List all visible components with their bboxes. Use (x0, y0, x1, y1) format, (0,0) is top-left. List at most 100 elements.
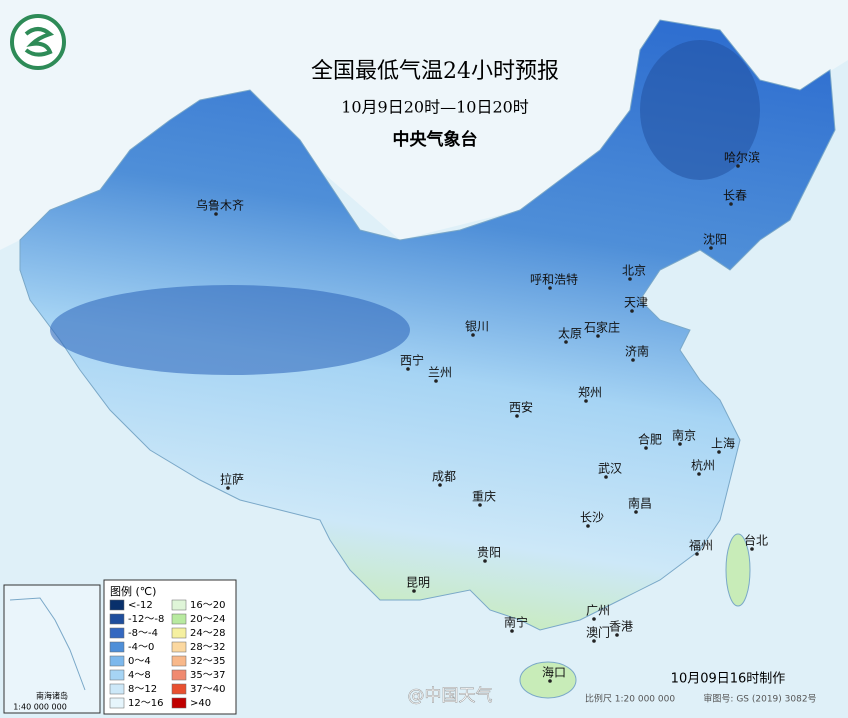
land-neighbors (0, 0, 848, 250)
legend-label: 0～4 (128, 656, 151, 667)
city-label: 南宁 (504, 615, 528, 630)
legend-frame (103, 579, 237, 715)
legend-label: 4～8 (128, 670, 151, 681)
city-label: 武汉 (598, 462, 622, 476)
city-dot (717, 450, 721, 454)
city-label: 贵阳 (477, 546, 501, 560)
inset-title: 南海诸岛 (36, 691, 68, 701)
city-dot (478, 503, 482, 507)
legend-swatch (171, 641, 187, 653)
city-label: 拉萨 (220, 472, 244, 487)
logo-mark (24, 27, 55, 57)
legend-swatch (109, 613, 125, 625)
city-dot (644, 446, 648, 450)
city-label: 重庆 (472, 490, 496, 504)
city-label: 郑州 (578, 385, 602, 400)
city-dot (592, 639, 596, 643)
legend-swatch (109, 599, 125, 611)
city-dot (634, 510, 638, 514)
legend-label: 32～35 (190, 656, 225, 667)
city-label: 长春 (723, 189, 747, 203)
legend-label: 24～28 (190, 628, 225, 639)
hainan (519, 661, 577, 699)
title: 全国最低气温24小时预报 (311, 59, 559, 84)
plateau-cold (50, 285, 410, 375)
city-dot (697, 472, 701, 476)
city-dot (412, 589, 416, 593)
legend-swatch (109, 697, 125, 709)
legend-label: 35～37 (190, 670, 225, 681)
city-dot (438, 483, 442, 487)
legend-label: 16～20 (190, 600, 225, 611)
legend-swatch (171, 599, 187, 611)
legend-label: 12～16 (128, 698, 163, 709)
inset-frame (3, 584, 101, 714)
city-dot (631, 358, 635, 362)
legend-swatch (171, 669, 187, 681)
subtitle: 10月9日20时—10日20时 (341, 98, 529, 117)
city-dot (750, 547, 754, 551)
city-label: 石家庄 (584, 320, 620, 335)
legend-swatch (109, 655, 125, 667)
legend-label: <-12 (128, 600, 153, 611)
city-dot (729, 202, 733, 206)
city-dot (548, 286, 552, 290)
city-label: 沈阳 (703, 232, 727, 247)
inset-coast (9, 597, 86, 691)
legend-swatch (171, 655, 187, 667)
city-label: 海口 (542, 665, 566, 680)
city-label: 呼和浩特 (530, 272, 578, 287)
city-dot (406, 367, 410, 371)
city-label: 太原 (558, 326, 582, 341)
legend-swatch (109, 627, 125, 639)
legend-swatch (109, 683, 125, 695)
legend-swatch (109, 669, 125, 681)
city-dot (584, 399, 588, 403)
legend-label: 37～40 (190, 684, 225, 695)
made-time: 10月09日16时制作 (671, 672, 786, 687)
city-dot (471, 333, 475, 337)
city-label: 天津 (624, 296, 648, 310)
city-dot (596, 334, 600, 338)
city-dot (678, 442, 682, 446)
city-label: 北京 (622, 264, 646, 278)
city-dot (510, 629, 514, 633)
legend-label: 8～12 (128, 684, 157, 695)
city-dot (586, 524, 590, 528)
city-dot (604, 475, 608, 479)
northeast-cold (640, 40, 760, 180)
city-label: 济南 (625, 344, 649, 359)
city-dot (628, 277, 632, 281)
city-dot (515, 414, 519, 418)
city-dot (592, 617, 596, 621)
city-dot (615, 633, 619, 637)
legend-swatch (171, 627, 187, 639)
legend: <-12 -12～-8 -8～-4 -4～0 0～4 4～8 8～12 12～16 16～20 2… (109, 599, 225, 709)
city-dot (226, 486, 230, 490)
city-dot (214, 212, 218, 216)
legend-label: -12～-8 (128, 614, 164, 625)
city-label: 台北 (744, 533, 768, 548)
city-dot (483, 559, 487, 563)
city-label: 广州 (586, 604, 610, 618)
city-label: 兰州 (428, 366, 452, 380)
city-label: 西安 (509, 400, 533, 415)
city-label: 西宁 (400, 353, 424, 368)
city-label: 上海 (711, 436, 735, 451)
watermark: @中国天气 (408, 686, 493, 706)
city-dot (709, 246, 713, 250)
city-label: 澳门 (586, 625, 610, 640)
taiwan (725, 533, 751, 607)
city-label: 成都 (432, 470, 456, 484)
legend-title: 图例 (℃) (110, 584, 156, 598)
legend-swatch (171, 697, 187, 709)
city-label: 银川 (465, 320, 489, 334)
city-label: 哈尔滨 (724, 150, 760, 165)
city-label: 香港 (609, 620, 633, 634)
city-label: 杭州 (691, 458, 715, 473)
legend-label: >40 (190, 698, 211, 709)
city-label: 合肥 (638, 432, 662, 447)
city-label: 南昌 (628, 496, 652, 511)
legend-label: -4～0 (128, 642, 154, 653)
